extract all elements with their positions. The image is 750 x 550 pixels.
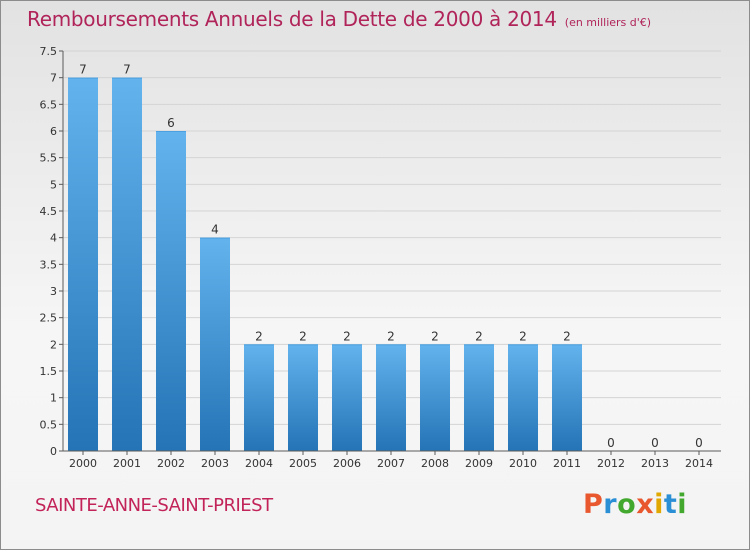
x-tick-label: 2009 (465, 457, 493, 470)
bar-value-label: 2 (563, 329, 571, 343)
brand-letter: o (617, 489, 637, 520)
bar-value-label: 6 (167, 116, 175, 130)
y-tick-label: 0.5 (40, 418, 58, 431)
bar (332, 344, 362, 451)
y-tick-label: 3 (50, 285, 57, 298)
bar (376, 344, 406, 451)
chart-unit-label: (en milliers d'€) (564, 16, 652, 29)
bar-value-label: 2 (299, 329, 307, 343)
bar (68, 77, 98, 452)
x-tick-label: 2001 (113, 457, 141, 470)
y-tick-label: 4 (50, 232, 57, 245)
brand-letter: t (663, 489, 678, 520)
y-tick-label: 7.5 (40, 45, 58, 58)
proxiti-logo[interactable]: Proxiti (583, 489, 687, 520)
y-tick-label: 2 (50, 338, 57, 351)
bar-value-label: 4 (211, 223, 219, 237)
y-tick-label: 5 (50, 178, 57, 191)
bar (112, 77, 142, 452)
x-tick-label: 2003 (201, 457, 229, 470)
x-tick-label: 2007 (377, 457, 405, 470)
y-tick-label: 0 (50, 445, 57, 458)
x-tick-label: 2010 (509, 457, 537, 470)
bar (464, 344, 494, 451)
x-tick-label: 2000 (69, 457, 97, 470)
bars (68, 77, 582, 452)
x-tick-label: 2014 (685, 457, 713, 470)
y-tick-label: 1 (50, 392, 57, 405)
x-tick-label: 2012 (597, 457, 625, 470)
brand-letter: r (603, 489, 618, 520)
bar (508, 344, 538, 451)
data-labels: 7 7 6 4 2 2 2 2 2 2 2 2 0 0 0 (79, 63, 703, 450)
y-tick-label: 6.5 (40, 98, 58, 111)
brand-letter: x (636, 489, 655, 520)
x-tick-label: 2013 (641, 457, 669, 470)
bar-value-label: 2 (431, 329, 439, 343)
y-tick-label: 4.5 (40, 205, 58, 218)
bar-value-label: 7 (123, 63, 131, 77)
bar (288, 344, 318, 451)
x-tick-label: 2006 (333, 457, 361, 470)
bar (244, 344, 274, 451)
bar (200, 237, 230, 451)
chart-title: Remboursements Annuels de la Dette de 20… (27, 7, 651, 31)
bar-value-label: 0 (695, 436, 703, 450)
bar (552, 344, 582, 451)
bar-value-label: 2 (387, 329, 395, 343)
brand-letter: i (654, 489, 664, 520)
bar (420, 344, 450, 451)
x-tick-label: 2004 (245, 457, 273, 470)
bar (156, 131, 186, 451)
brand-letter: i (677, 489, 688, 520)
bar-value-label: 2 (475, 329, 483, 343)
bar-value-label: 2 (343, 329, 351, 343)
y-tick-label: 3.5 (40, 258, 58, 271)
bar-value-label: 7 (79, 63, 87, 77)
y-tick-label: 6 (50, 125, 57, 138)
x-tick-label: 2002 (157, 457, 185, 470)
bar-value-label: 0 (607, 436, 615, 450)
y-tick-label: 2.5 (40, 312, 58, 325)
brand-letter: P (583, 489, 604, 520)
x-tick-label: 2008 (421, 457, 449, 470)
y-tick-label: 5.5 (40, 152, 58, 165)
y-tick-label: 1.5 (40, 365, 58, 378)
bar-value-label: 0 (651, 436, 659, 450)
y-tick-label: 7 (50, 72, 57, 85)
commune-name: SAINTE-ANNE-SAINT-PRIEST (35, 495, 273, 516)
chart-title-text: Remboursements Annuels de la Dette de 20… (27, 7, 557, 31)
x-tick-label: 2005 (289, 457, 317, 470)
x-tick-label: 2011 (553, 457, 581, 470)
bar-value-label: 2 (519, 329, 527, 343)
bar-value-label: 2 (255, 329, 263, 343)
